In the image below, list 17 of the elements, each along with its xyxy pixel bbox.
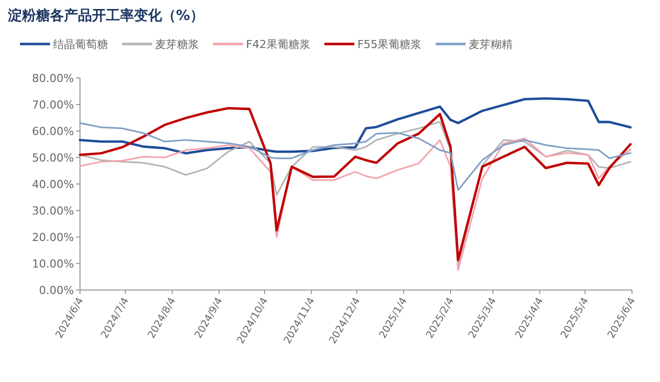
line-series [78, 97, 632, 154]
legend-label: 结晶葡萄糖 [53, 38, 108, 51]
y-tick-label: 40.00% [32, 178, 74, 191]
legend-label: F55果葡糖浆 [357, 38, 422, 51]
y-tick-label: 50.00% [32, 152, 74, 164]
y-tick-label: 70.00% [32, 98, 74, 112]
legend-label: 麦芽糊精 [468, 38, 513, 51]
y-tick-label: 20.00% [32, 231, 74, 244]
y-tick-label: 80.00% [32, 72, 74, 85]
legend-label: 麦芽糖浆 [155, 38, 199, 51]
line-series [79, 122, 632, 191]
y-tick-label: 10.00% [32, 258, 74, 270]
chart-title: 淀粉糖各产品开工率变化（%） [7, 7, 204, 24]
y-tick-label: 60.00% [32, 125, 74, 138]
y-tick-label: 0.00% [39, 284, 74, 297]
y-tick-label: 30.00% [32, 204, 74, 218]
legend-label: F42果葡糖浆 [246, 38, 310, 51]
